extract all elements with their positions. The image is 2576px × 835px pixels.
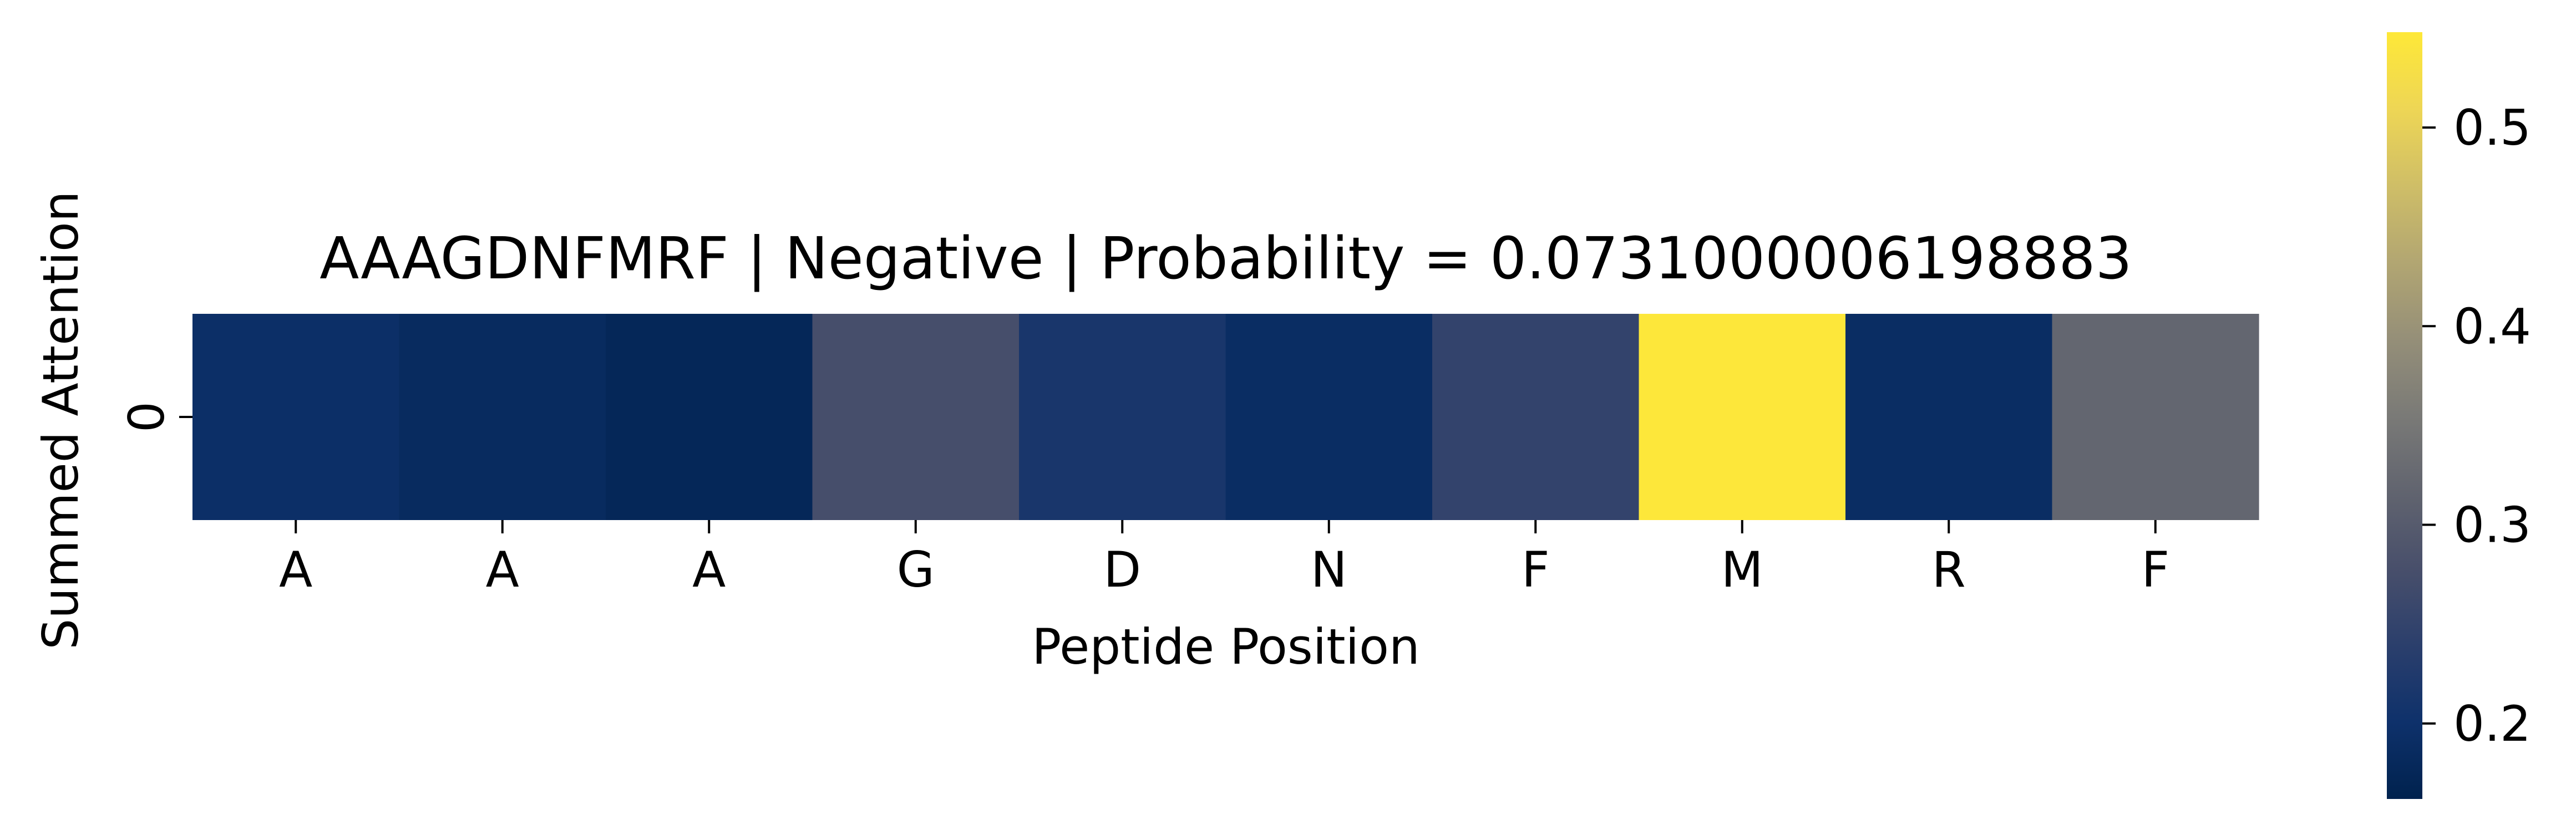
colorbar-tick-label: 0.3 — [2453, 497, 2531, 554]
colorbar — [2387, 32, 2422, 799]
x-tick-label: N — [1311, 541, 1347, 598]
x-tick-label: R — [1932, 541, 1966, 598]
heatmap-cell — [399, 314, 606, 520]
x-tick-label: G — [897, 541, 935, 598]
heatmap-cell — [1225, 314, 1433, 520]
y-tick-label: 0 — [118, 401, 175, 432]
x-tick-label: D — [1103, 541, 1141, 598]
y-axis-label: Summed Attention — [32, 191, 89, 649]
x-tick-label: F — [1522, 541, 1550, 598]
colorbar-ticks: 0.2 0.3 0.4 0.5 — [2422, 99, 2531, 752]
heatmap-cell — [1432, 314, 1640, 520]
colorbar-tick-label: 0.2 — [2453, 695, 2531, 752]
colorbar-tick-label: 0.4 — [2453, 298, 2531, 355]
chart-title: AAAGDNFMRF | Negative | Probability = 0.… — [320, 225, 2132, 292]
heatmap-cell — [1019, 314, 1226, 520]
y-axis-ticks: 0 — [118, 401, 192, 432]
heatmap-cell — [1845, 314, 2053, 520]
x-tick-label: F — [2141, 541, 2169, 598]
heatmap-cell — [192, 314, 400, 520]
x-tick-label: A — [692, 541, 726, 598]
x-tick-label: A — [279, 541, 312, 598]
x-tick-label: A — [486, 541, 519, 598]
heatmap-cells — [192, 314, 2259, 520]
heatmap-cell — [606, 314, 813, 520]
heatmap-cell — [1639, 314, 1846, 520]
x-tick-label: M — [1721, 541, 1763, 598]
heatmap-cell — [812, 314, 1020, 520]
x-axis-label: Peptide Position — [1032, 618, 1420, 675]
heatmap-cell — [2052, 314, 2259, 520]
colorbar-tick-label: 0.5 — [2453, 99, 2531, 156]
